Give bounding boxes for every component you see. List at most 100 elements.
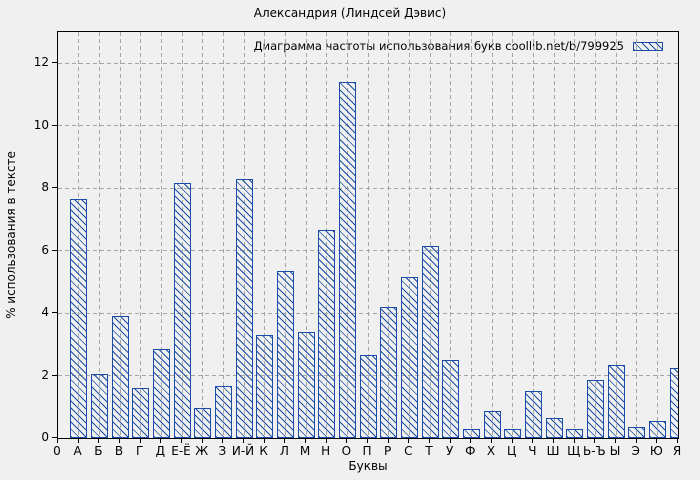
x-tick-mark (346, 439, 348, 443)
y-tick-label: 4 (41, 305, 49, 320)
bar (173, 183, 191, 438)
x-tick-mark (263, 439, 265, 443)
y-tick-label: 8 (41, 180, 49, 195)
y-tick-mark (52, 312, 57, 314)
x-tick-label: Ю (649, 444, 663, 458)
x-tick-label: Ш (546, 444, 560, 458)
x-tick-label: П (362, 444, 372, 458)
bar (648, 420, 666, 438)
x-tick-mark (449, 439, 451, 443)
x-tick-mark (408, 439, 410, 443)
gridline-vertical (677, 32, 678, 438)
gridline-vertical (574, 32, 576, 438)
x-tick-mark (77, 439, 79, 443)
bar (586, 380, 604, 438)
gridline-vertical (553, 32, 555, 438)
y-tick-label: 0 (41, 430, 49, 444)
x-tick-mark (491, 439, 492, 443)
gridline-vertical (284, 32, 286, 438)
y-tick-mark (52, 187, 57, 189)
x-tick-mark (160, 439, 162, 443)
x-tick-mark (594, 439, 596, 443)
x-tick-mark (429, 439, 430, 443)
y-tick-label: 6 (41, 242, 49, 257)
bar (380, 306, 398, 438)
x-tick-label: А (73, 444, 82, 458)
bar (235, 178, 253, 438)
x-tick-label: Н (321, 444, 331, 458)
x-tick-label: 0 (53, 444, 61, 458)
bar (669, 367, 678, 438)
x-tick-label: Э (631, 444, 640, 458)
x-tick-mark (243, 439, 244, 443)
x-tick-label: Я (672, 444, 682, 458)
gridline-vertical (119, 32, 121, 438)
x-tick-mark (387, 439, 389, 443)
x-tick-label: Щ (567, 444, 581, 458)
x-tick-label: К (259, 444, 268, 458)
y-tick-mark (52, 374, 57, 376)
x-tick-mark (656, 439, 658, 443)
gridline-vertical (305, 32, 307, 438)
y-axis-label: % использования в тексте (4, 151, 19, 319)
y-tick-mark (52, 124, 57, 126)
y-tick-label: 2 (41, 367, 49, 382)
x-tick-label: М (299, 444, 311, 458)
x-tick-mark (573, 439, 575, 443)
bar (276, 270, 294, 438)
x-tick-label: Х (486, 444, 496, 458)
bar (504, 428, 522, 438)
bar (194, 408, 212, 438)
y-tick-mark (52, 62, 57, 64)
gridline-vertical (636, 32, 638, 438)
y-tick-mark (52, 249, 57, 251)
gridline-vertical (160, 32, 162, 438)
bar (297, 331, 315, 438)
gridline-vertical (202, 32, 204, 438)
gridline-vertical (222, 32, 224, 438)
bar (442, 359, 460, 438)
x-tick-label: В (114, 444, 124, 458)
x-tick-label: Т (425, 444, 433, 458)
x-tick-mark (181, 439, 182, 443)
x-tick-mark (98, 439, 100, 443)
gridline-vertical (615, 32, 617, 438)
bar (462, 428, 480, 438)
gridline-vertical (140, 32, 142, 438)
y-tick-label: 10 (33, 117, 49, 132)
bar (111, 316, 129, 438)
x-tick-mark (470, 439, 472, 443)
bar (70, 199, 88, 438)
legend: Диаграмма частоты использования букв coo… (254, 39, 663, 53)
bar (90, 373, 108, 438)
x-tick-label: Ж (195, 444, 209, 458)
bar (421, 245, 439, 438)
x-tick-mark (305, 439, 306, 443)
x-tick-mark (635, 439, 637, 443)
bar (359, 355, 377, 438)
x-tick-mark (532, 439, 534, 443)
x-tick-mark (139, 439, 141, 443)
bar (338, 81, 356, 438)
y-tick-label: 12 (33, 55, 49, 70)
x-tick-label: З (218, 444, 227, 458)
bar (132, 388, 150, 438)
bar (400, 277, 418, 438)
bar (214, 386, 232, 438)
x-tick-label: У (446, 444, 454, 458)
x-tick-mark (284, 439, 286, 443)
x-tick-label: Г (135, 444, 144, 458)
gridline-vertical (367, 32, 369, 438)
x-tick-mark (119, 439, 120, 443)
bar (318, 230, 336, 438)
x-tick-mark (367, 439, 368, 443)
gridline-vertical (388, 32, 390, 438)
x-tick-mark (325, 439, 327, 443)
bar (545, 417, 563, 438)
gridline-vertical (429, 32, 431, 438)
gridline-vertical (512, 32, 514, 438)
gridline-vertical (656, 32, 658, 438)
gridline-vertical (532, 32, 534, 438)
x-tick-label: Ч (528, 444, 537, 458)
